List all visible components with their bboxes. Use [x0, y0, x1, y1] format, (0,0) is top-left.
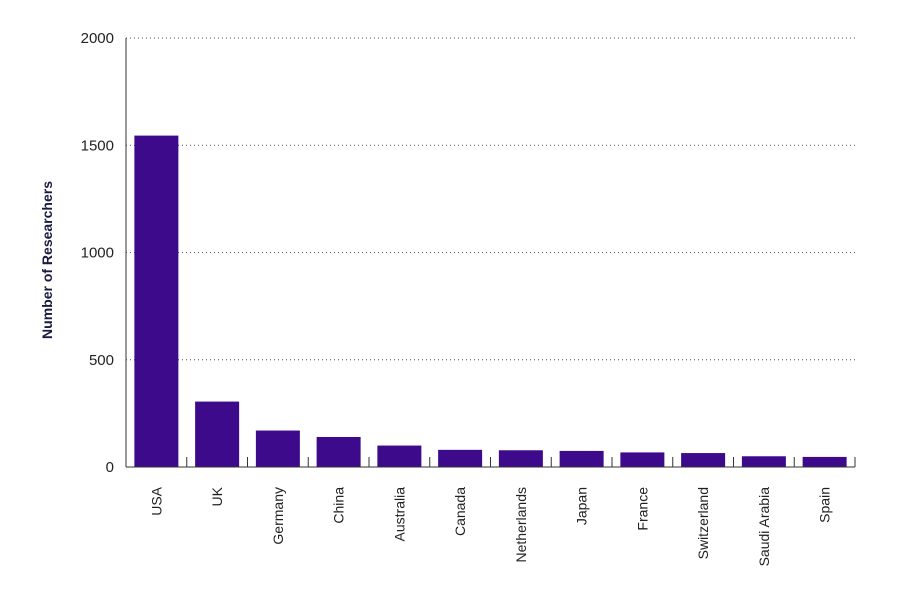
- y-tick-label: 1000: [81, 245, 114, 262]
- label-layer: 0 500 1000 1500 2000 USA UK Germany China Austral…: [81, 30, 833, 566]
- x-category-label: Spain: [817, 487, 833, 523]
- x-category-label: Australia: [391, 487, 407, 542]
- bar-japan: [559, 450, 604, 467]
- x-category-label: Netherlands: [513, 487, 529, 563]
- y-tick-label: 0: [106, 459, 114, 476]
- bar-germany: [255, 430, 300, 467]
- bar-france: [620, 452, 665, 467]
- bar-layer: [134, 135, 847, 467]
- y-tick-label: 1500: [81, 137, 114, 154]
- x-category-label: Switzerland: [695, 487, 711, 559]
- bar-switzerland: [681, 453, 726, 467]
- bar-spain: [802, 456, 847, 467]
- bar-saudi-arabia: [741, 456, 786, 467]
- bar-china: [316, 436, 361, 467]
- x-category-label: Japan: [574, 487, 590, 525]
- x-category-label: Canada: [452, 487, 468, 536]
- bar-usa: [134, 135, 179, 467]
- x-category-label: France: [634, 487, 650, 531]
- bar-uk: [195, 401, 240, 467]
- x-category-label: China: [331, 487, 347, 524]
- x-category-label: Saudi Arabia: [756, 487, 772, 567]
- bar-canada: [438, 449, 483, 467]
- y-tick-label: 2000: [81, 30, 114, 47]
- bar-netherlands: [498, 450, 543, 467]
- x-category-label: UK: [209, 486, 225, 506]
- x-category-label: USA: [148, 486, 164, 515]
- grid-layer: [126, 37, 855, 361]
- y-tick-label: 500: [89, 352, 114, 369]
- y-axis-title: Number of Researchers: [39, 181, 55, 339]
- axis-layer: [125, 38, 856, 468]
- x-category-label: Germany: [270, 487, 286, 545]
- bar-australia: [377, 445, 422, 467]
